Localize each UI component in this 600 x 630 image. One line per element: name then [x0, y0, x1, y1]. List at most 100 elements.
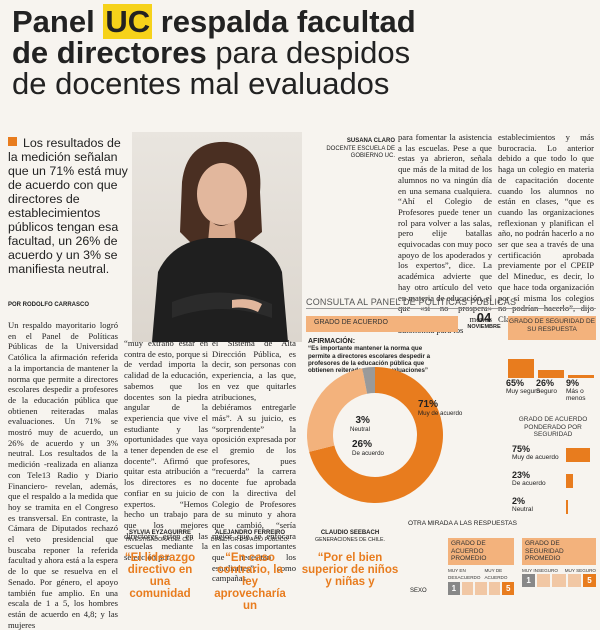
seguridad-scale-5: 5 [582, 574, 597, 587]
seguridad-scale-4 [567, 574, 581, 587]
seguridad-label-2: 9% Más o menos [566, 378, 596, 403]
panelist-3-name: CLAUDIO SEEBACH [320, 530, 380, 536]
seguridad-scale-2 [537, 574, 551, 587]
seguridad-scale-1: 1 [522, 574, 536, 587]
acuerdo-scale-3 [475, 581, 487, 595]
panelist-2-quote: “En caso contrario, la ley aprovecharía … [214, 551, 286, 612]
bar-seg-bars-1 [538, 370, 564, 378]
seguridad-label-0: 65% Muy seguro [506, 378, 540, 396]
acuerdo-scale-2 [461, 581, 474, 595]
ponderado-label-2: 2% Neutral [512, 496, 533, 514]
body-column-1: Un respaldo mayoritario logró en el Pane… [8, 320, 118, 630]
acuerdo-scale-4 [488, 581, 501, 595]
ponderado-value-1: 23% [512, 470, 531, 480]
donut-value-3: 3% [355, 415, 370, 426]
ponderado-category-2: Neutral [512, 506, 533, 513]
seguridad-value-2: 9% [566, 378, 580, 388]
photo-caption: SUSANA CLARO DOCENTE ESCUELA DE GOBIERNO… [300, 138, 395, 161]
panelist-3-quote: “Por el bien superior de niños y niñas y [301, 551, 399, 588]
headline-part2: respalda facultad [152, 4, 416, 39]
caption-role: DOCENTE ESCUELA DE GOBIERNO UC. [326, 145, 395, 160]
ponderado-label-0: 75% Muy de acuerdo [512, 444, 559, 462]
panelist-1-role: INVESTIGADORA DEL CEP. [126, 537, 194, 543]
seguridad-category-0: Muy seguro [506, 388, 540, 395]
donut-slice-2 [362, 367, 375, 394]
panelist-2: ALEJANDRO FERREIRO DIRECTOR ESPACIO PÚBL… [208, 530, 292, 612]
seguridad-label-1: 26% Seguro [536, 378, 557, 396]
headline: Panel UC respalda facultad de directores… [12, 4, 592, 101]
date-month: NOVIEMBRE [467, 324, 501, 330]
ponderado-value-0: 75% [512, 444, 531, 454]
headline-highlight: UC [103, 4, 153, 39]
acuerdo-scale-1: 1 [448, 581, 460, 595]
donut-label-de-acuerdo: 26% De acuerdo [352, 439, 384, 458]
acuerdo-promedio-box: GRADO DE ACUERDO PROMEDIO MUY EN DESACUE… [448, 538, 514, 595]
donut-label-neutral: 3% Neutral [350, 415, 370, 434]
panelist-3-role: GENERACIONES DE CHILE. [314, 537, 386, 543]
ponderado-header: GRADO DE ACUERDO PONDERADO POR SEGURIDAD [518, 416, 588, 438]
panelist-2-role: DIRECTOR ESPACIO PÚBLICO. [210, 537, 290, 543]
seguridad-high: MUY SEGURO [564, 567, 596, 573]
panelist-1-quote: “El liderazgo directivo en una comunidad [124, 551, 196, 600]
bar-seg-bars-0 [508, 358, 534, 378]
panelist-3: CLAUDIO SEEBACH GENERACIONES DE CHILE. “… [298, 530, 402, 588]
ponderado-category-0: Muy de acuerdo [512, 454, 559, 461]
ponderado-category-1: De acuerdo [512, 480, 546, 487]
headline-line3: de docentes mal evaluados [12, 66, 390, 101]
portrait-illustration [152, 141, 288, 342]
date-day: 04 [476, 310, 492, 325]
seguridad-category-1: Seguro [536, 388, 557, 395]
grado-label: GRADO DE ACUERDO [314, 319, 388, 326]
panelist-2-name: ALEJANDRO FERREIRO [214, 530, 285, 536]
otra-mirada-title: OTRA MIRADA A LAS RESPUESTAS [408, 520, 517, 527]
ponderado-bar-2 [566, 500, 568, 514]
donut-value-71: 71% [418, 399, 439, 410]
donut-slice-0 [309, 367, 444, 503]
caption-name: SUSANA CLARO [346, 138, 395, 144]
portrait-photo [132, 132, 302, 342]
panel-title: CONSULTA AL PANEL DE POLÍTICAS PÚBLICAS [306, 297, 517, 307]
ponderado-bar-0 [566, 448, 590, 462]
seguridad-category-2: Más o menos [566, 388, 586, 402]
donut-chart [307, 367, 444, 503]
panel-divider [306, 308, 596, 309]
grado-header-bar [306, 316, 458, 332]
date-badge: 04 NOVIEMBRE [462, 311, 506, 330]
byline: POR RODOLFO CARRASCO [8, 302, 89, 308]
ponderado-bar-chart: 75% Muy de acuerdo 23% De acuerdo 2% Neutral [512, 444, 598, 524]
seguridad-promedio-box: GRADO DE SEGURIDAD PROMEDIO MUY INSEGURO… [522, 538, 597, 587]
seguridad-promedio-title: GRADO DE SEGURIDAD PROMEDIO [522, 538, 596, 565]
seguridad-value-1: 26% [536, 378, 555, 388]
donut-cat-2: Neutral [350, 426, 370, 433]
seguridad-value-0: 65% [506, 378, 525, 388]
donut-label-muy-de-acuerdo: 71% Muy de acuerdo [418, 399, 463, 418]
headline-part1: Panel [12, 4, 104, 39]
bar-seg-bars-2 [568, 375, 594, 378]
seguridad-bar-chart: 65% Muy seguro 26% Seguro 9% Más o menos [506, 342, 596, 402]
acuerdo-scale-5: 5 [502, 581, 514, 595]
afirmacion-label: AFIRMACIÓN: [308, 338, 356, 345]
acuerdo-low: MUY EN DESACUERDO [448, 567, 481, 581]
lead-text: Los resultados de la medición señalan qu… [8, 136, 128, 276]
donut-slice-1 [307, 368, 368, 452]
lead-paragraph: Los resultados de la medición señalan qu… [8, 136, 128, 276]
body-column-3: el Sistema de Alta Dirección Pública, es… [212, 338, 296, 584]
seguridad-header: GRADO DE SEGURIDAD DE SU RESPUESTA [508, 316, 596, 340]
ponderado-label-1: 23% De acuerdo [512, 470, 546, 488]
acuerdo-high: MUY DE ACUERDO [484, 567, 508, 581]
acuerdo-promedio-title: GRADO DE ACUERDO PROMEDIO [448, 538, 514, 565]
panelist-1-name: SYLVIA EYZAGUIRRE [128, 530, 191, 536]
sexo-label: SEXO [410, 588, 427, 594]
seguridad-low: MUY INSEGURO [522, 567, 558, 573]
ponderado-bar-1 [566, 474, 574, 488]
panelist-1: SYLVIA EYZAGUIRRE INVESTIGADORA DEL CEP.… [118, 530, 202, 600]
headline-line2-light: para despidos [206, 35, 411, 70]
ponderado-value-2: 2% [512, 496, 526, 506]
donut-cat-0: Muy de acuerdo [418, 410, 463, 417]
donut-value-26: 26% [352, 439, 373, 450]
body-column-2: “muy extraño estar en contra de esto, po… [124, 338, 208, 563]
seguridad-scale-3 [552, 574, 566, 587]
body-column-5: establecimientos y más burocracia. Lo an… [498, 132, 594, 324]
